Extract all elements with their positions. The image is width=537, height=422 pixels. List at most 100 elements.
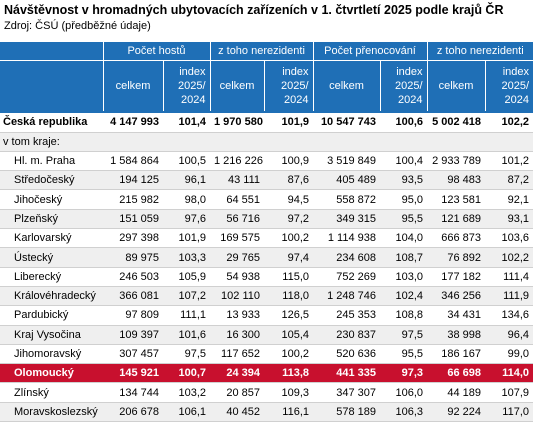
cell: 13 933 [210, 305, 264, 326]
cell: 108,7 [380, 247, 428, 268]
table-row: Liberecký 246 503 105,9 54 938 115,0 752 269 1… [0, 267, 534, 287]
table-row: Karlovarský 297 398 101,9 169 575 100,2 1 114… [0, 228, 534, 249]
cell: 307 457 [103, 344, 163, 365]
cell: 56 716 [210, 209, 264, 230]
cell: 100,9 [264, 151, 313, 172]
cell: 103,6 [485, 228, 534, 249]
sub-header: celkem [426, 60, 486, 113]
table-row: Ústecký 89 975 103,3 29 765 97,4 234 608 108,7… [0, 247, 534, 268]
cell: 101,4 [163, 111, 210, 133]
cell: 186 167 [427, 344, 486, 365]
cell: 102,2 [485, 247, 534, 268]
cell: 1 248 746 [313, 286, 380, 307]
table-row: Královéhradecký 366 081 107,2 102 110 118,0 1… [0, 286, 534, 307]
cell: 102,2 [485, 111, 534, 133]
cell: 4 147 993 [103, 111, 163, 133]
cell: 89 975 [103, 247, 163, 268]
cell: 93,1 [485, 209, 534, 230]
cell: 111,9 [485, 286, 534, 307]
table-row: Jihočeský 215 982 98,0 64 551 94,5 558 872 95,… [0, 189, 534, 210]
cell: 66 698 [427, 363, 486, 384]
cell: 10 547 743 [313, 111, 380, 133]
cell: 2 933 789 [427, 151, 486, 172]
cell: 102,4 [380, 286, 428, 307]
cell: 145 921 [103, 363, 163, 384]
cell: 752 269 [313, 267, 380, 287]
title: Návštěvnost v hromadných ubytovacích zař… [4, 3, 504, 17]
table-row: Jihomoravský 307 457 97,5 117 652 100,2 520 6… [0, 344, 534, 365]
cell: 134,6 [485, 305, 534, 326]
cell: 43 111 [210, 170, 264, 191]
row-label: Česká republika [0, 111, 103, 133]
row-label: Moravskoslezský [0, 402, 103, 422]
cell: 366 081 [103, 286, 163, 307]
corner-cell [0, 42, 103, 62]
cell: 123 581 [427, 189, 486, 210]
header-row: celkem index 2025/ 2024 celkem index 2025/ … [0, 60, 534, 113]
cell: 230 837 [313, 325, 380, 345]
cell: 29 765 [210, 247, 264, 268]
cell: 103,0 [380, 267, 428, 287]
table-row: Středočeský 194 125 96,1 43 111 87,6 405 489 9… [0, 170, 534, 191]
cell: 97,2 [264, 209, 313, 230]
cell: 100,5 [163, 151, 210, 172]
cell: 347 307 [313, 382, 380, 403]
row-label: Jihomoravský [0, 344, 103, 365]
cell: 93,5 [380, 170, 428, 191]
sub-header: index 2025/ 2024 [484, 60, 534, 113]
cell: 151 059 [103, 209, 163, 230]
cell: 34 431 [427, 305, 486, 326]
cell: 134 744 [103, 382, 163, 403]
sub-header: celkem [312, 60, 380, 113]
cell: 95,5 [380, 209, 428, 230]
cell: 117 652 [210, 344, 264, 365]
cell: 24 394 [210, 363, 264, 384]
table: Počet hostů z toho nerezidenti Počet přeno… [0, 42, 534, 422]
cell: 20 857 [210, 382, 264, 403]
cell: 349 315 [313, 209, 380, 230]
sub-header: celkem [209, 60, 264, 113]
cell: 103,3 [163, 247, 210, 268]
page: Návštěvnost {"header":{"title":"Návštěvn… [0, 3, 534, 422]
cell: 117,0 [485, 402, 534, 422]
cell: 96,1 [163, 170, 210, 191]
cell: 100,7 [163, 363, 210, 384]
cell: 101,9 [264, 111, 313, 133]
cell: 234 608 [313, 247, 380, 268]
cell: 1 216 226 [210, 151, 264, 172]
cell: 177 182 [427, 267, 486, 287]
cell: 87,6 [264, 170, 313, 191]
cell: 97 809 [103, 305, 163, 326]
cell: 109 397 [103, 325, 163, 345]
cell: 246 503 [103, 267, 163, 287]
table-head: Počet hostů z toho nerezidenti Počet přeno… [0, 42, 534, 113]
cell: 194 125 [103, 170, 163, 191]
cell: 98 483 [427, 170, 486, 191]
cell: 105,9 [163, 267, 210, 287]
cell: 95,5 [380, 344, 428, 365]
cell: 100,2 [264, 344, 313, 365]
cell: 126,5 [264, 305, 313, 326]
cell: 100,6 [380, 111, 428, 133]
table-row: Zlínský 134 744 103,2 20 857 109,3 347 307 106… [0, 382, 534, 403]
cell: 38 998 [427, 325, 486, 345]
cell: 54 938 [210, 267, 264, 287]
cell: 40 452 [210, 402, 264, 422]
row-label: Královéhradecký [0, 286, 103, 307]
cell: 96,4 [485, 325, 534, 345]
cell: 118,0 [264, 286, 313, 307]
cell: 101,2 [485, 151, 534, 172]
cell: 92,1 [485, 189, 534, 210]
cell: 441 335 [313, 363, 380, 384]
section-row: v tom kraje: [0, 132, 534, 152]
cell: 1 584 864 [103, 151, 163, 172]
cell: 44 189 [427, 382, 486, 403]
cell: 108,8 [380, 305, 428, 326]
cell: 104,0 [380, 228, 428, 249]
cell: 666 873 [427, 228, 486, 249]
corner-cell [0, 60, 103, 113]
cell: 92 224 [427, 402, 486, 422]
cell: 102 110 [210, 286, 264, 307]
source: Zdroj: ČSÚ (předběžné údaje) [4, 20, 151, 32]
table-row: Kraj Vysočina 109 397 101,6 16 300 105,4 230 … [0, 325, 534, 345]
